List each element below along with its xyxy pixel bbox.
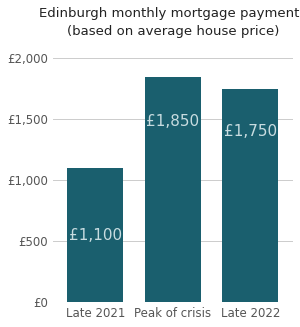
Bar [223,89,278,302]
Title: Edinburgh monthly mortgage payments
(based on average house price): Edinburgh monthly mortgage payments (bas… [39,7,300,38]
Text: £1,850: £1,850 [146,114,200,129]
Text: £1,750: £1,750 [224,124,277,139]
Bar [68,168,123,302]
Text: £1,100: £1,100 [69,228,122,243]
Bar [145,77,201,302]
